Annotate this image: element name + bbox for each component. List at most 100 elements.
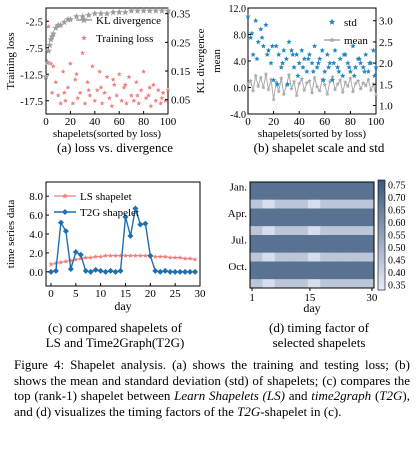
training-loss-point: [75, 95, 81, 101]
y-tick-label: -17.5: [20, 96, 43, 108]
heatmap-cell: [307, 270, 313, 280]
figure-title: Shapelet analysis.: [70, 357, 167, 372]
heatmap-cell: [320, 235, 325, 245]
heatmap-cell: [353, 270, 358, 280]
std-point: [329, 77, 336, 83]
colorbar-segment: [378, 246, 385, 250]
x-tick-label: 15: [120, 288, 132, 300]
heatmap-cell: [369, 217, 375, 227]
training-loss-point: [77, 90, 83, 95]
training-loss-point: [87, 92, 93, 98]
mean-point: [271, 97, 276, 102]
t2g-point: [182, 268, 189, 275]
colorbar-segment: [378, 210, 385, 214]
t2g-point: [87, 268, 94, 275]
heatmap-cell: [258, 182, 263, 192]
heatmap-cell: [336, 235, 342, 245]
x-tick-label: 1: [249, 292, 255, 304]
t2g-point: [92, 266, 99, 273]
heatmap-cell: [353, 279, 358, 289]
heatmap-cell: [349, 270, 354, 280]
heatmap-cell: [316, 208, 321, 218]
kl-divergence-point: [103, 10, 111, 17]
y-tick-label: 12.0: [229, 4, 247, 15]
training-loss-point: [98, 84, 104, 90]
colorbar-segment: [378, 191, 385, 195]
x-tick-label: 40: [294, 116, 306, 128]
training-loss-point: [49, 90, 55, 95]
legend-loss-label: Training loss: [96, 33, 153, 45]
heatmap-cell: [324, 217, 329, 227]
heatmap-cell: [270, 199, 276, 209]
colorbar-segment: [378, 273, 385, 277]
heatmap-cell: [312, 199, 317, 209]
mean-point: [256, 83, 261, 89]
mean-point: [286, 72, 292, 77]
std-point: [294, 51, 300, 57]
heatmap-cell: [303, 279, 309, 289]
heatmap-cell: [254, 226, 259, 236]
heatmap-cell: [365, 190, 371, 200]
mean-point: [350, 89, 356, 94]
plot-frame: [249, 181, 375, 289]
training-loss-point: [61, 90, 67, 95]
y2-tick-label: 1.5: [379, 79, 393, 91]
heatmap-cell: [303, 243, 309, 253]
heatmap-cell: [291, 261, 296, 271]
kl-divergence-point: [46, 41, 54, 49]
legend-t2g-label: T2G shapelet: [80, 207, 139, 219]
t2g-point: [97, 267, 104, 274]
heatmap-cell: [250, 270, 255, 280]
x-axis-label: shapelets(sorted by loss): [258, 128, 366, 140]
heatmap-cell: [287, 190, 292, 200]
heatmap-cell: [320, 190, 325, 200]
heatmap-cell: [353, 235, 358, 245]
heatmap-cell: [278, 199, 284, 209]
mean-point: [373, 93, 379, 98]
heatmap-cell: [320, 226, 325, 236]
heatmap-cell: [250, 243, 255, 253]
legend-t2g-marker: [62, 209, 68, 215]
mean-line: [247, 74, 377, 100]
heatmap-cell: [324, 199, 329, 209]
std-point: [314, 64, 320, 70]
heatmap-cell: [336, 243, 342, 253]
training-loss-point: [74, 71, 79, 77]
heatmap-cell: [287, 226, 292, 236]
std-point: [304, 68, 310, 74]
std-point: [340, 73, 346, 79]
heatmap-cell: [295, 252, 300, 262]
heatmap-cell: [254, 252, 259, 262]
heatmap-cell: [250, 226, 255, 236]
heatmap-cell: [291, 243, 296, 253]
colorbar-segment: [378, 284, 385, 288]
heatmap-cell: [270, 217, 276, 227]
heatmap-cell: [274, 208, 280, 218]
heatmap-cell: [291, 182, 296, 192]
mean-point: [345, 83, 351, 89]
heatmap-cell: [320, 270, 325, 280]
y-tick-label: -7.5: [26, 43, 44, 55]
heatmap-cell: [303, 270, 309, 280]
training-loss-point: [121, 84, 127, 90]
std-point: [372, 73, 378, 79]
heatmap-cell: [258, 199, 263, 209]
heatmap-cell: [369, 199, 375, 209]
std-point: [288, 47, 295, 53]
heatmap-cell: [332, 261, 338, 271]
heatmap-cell: [307, 182, 313, 192]
heatmap-cell: [291, 217, 296, 227]
training-loss-point: [107, 95, 112, 101]
heatmap-cell: [270, 182, 276, 192]
heatmap-cell: [291, 235, 296, 245]
heatmap-cell: [340, 208, 346, 218]
heatmap-cell: [262, 217, 267, 227]
heatmap-cell: [365, 182, 371, 192]
heatmap-cell: [349, 235, 354, 245]
heatmap-cell: [349, 243, 354, 253]
heatmap-cell: [328, 226, 333, 236]
mean-point: [355, 78, 361, 83]
x-tick-label: 10: [95, 288, 107, 300]
heatmap-cell: [349, 190, 354, 200]
heatmap-cell: [295, 243, 300, 253]
